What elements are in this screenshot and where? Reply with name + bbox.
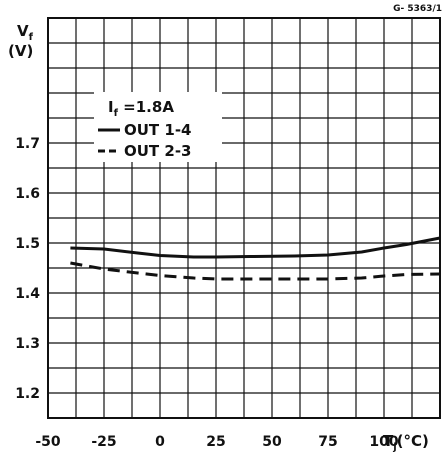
x-axis-label: Tj(°C) [383, 432, 429, 453]
y-axis-unit: (V) [8, 42, 33, 60]
x-tick-label: 50 [262, 434, 282, 450]
x-tick-label: -50 [35, 434, 61, 450]
x-tick-label: 100 [369, 434, 398, 450]
legend-label-out-1-4: OUT 1-4 [124, 121, 192, 139]
series-line-out-1-4 [70, 236, 441, 259]
x-tick-label: 0 [155, 434, 165, 450]
series-line-out-2-3 [70, 261, 441, 281]
tick-labels: 1.2 1.3 1.4 1.5 1.6 1.7 -50 -25 0 25 50 75 100 [15, 136, 399, 450]
y-tick-label: 1.3 [15, 336, 40, 352]
y-axis-label: Vf [17, 22, 34, 43]
x-tick-label: -25 [91, 434, 116, 450]
figure-code: G- 5363/1 [393, 4, 442, 14]
y-tick-label: 1.6 [15, 186, 40, 202]
x-tick-label: 75 [318, 434, 337, 450]
y-tick-label: 1.4 [15, 286, 40, 302]
legend-label-out-2-3: OUT 2-3 [124, 142, 192, 160]
y-tick-label: 1.2 [15, 386, 40, 402]
x-tick-label: 25 [206, 434, 225, 450]
y-tick-label: 1.7 [15, 136, 40, 152]
legend-condition: If =1.8A [108, 98, 174, 119]
y-tick-label: 1.5 [15, 236, 40, 252]
grid [47, 17, 441, 419]
series-lines [70, 236, 441, 281]
